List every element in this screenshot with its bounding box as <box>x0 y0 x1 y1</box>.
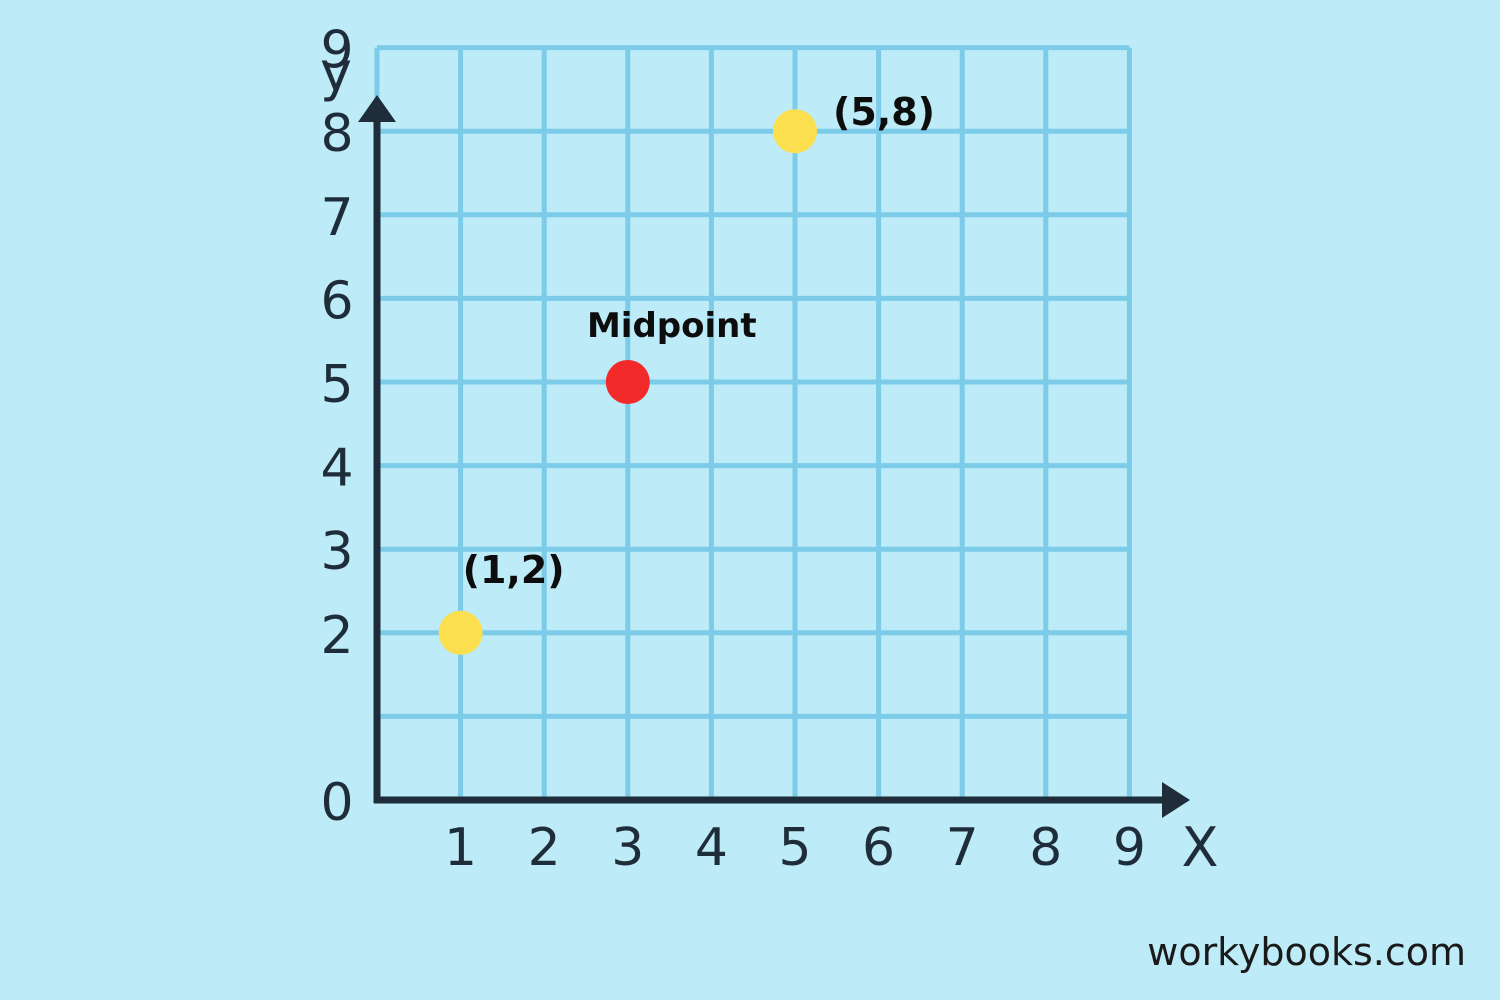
y-tick-label: 4 <box>320 439 353 499</box>
x-axis-label: X <box>1182 816 1219 879</box>
y-tick-label: 6 <box>320 271 353 331</box>
x-tick-label: 4 <box>695 818 728 878</box>
y-tick-label: 0 <box>320 773 353 833</box>
y-axis-label: y <box>320 40 352 103</box>
y-tick-label: 3 <box>320 522 353 582</box>
y-axis-arrowhead <box>358 95 396 122</box>
x-tick-label: 7 <box>946 818 979 878</box>
x-tick-label: 5 <box>778 818 811 878</box>
x-tick-label: 1 <box>444 818 477 878</box>
y-tick-label: 2 <box>320 606 353 666</box>
x-tick-label: 3 <box>611 818 644 878</box>
data-points: (1,2) (5,8) Midpoint <box>438 90 935 655</box>
y-tick-label: 9 <box>320 21 353 81</box>
y-tick-label: 8 <box>320 104 353 164</box>
data-point <box>438 610 483 655</box>
data-point <box>773 109 817 154</box>
x-tick-label: 6 <box>862 818 895 878</box>
data-point <box>605 360 650 404</box>
site-watermark: workybooks.com <box>1147 930 1466 974</box>
midpoint-label: Midpoint <box>587 306 757 346</box>
x-axis-arrowhead <box>1162 782 1190 818</box>
y-tick-label: 5 <box>320 355 353 415</box>
point-label: (5,8) <box>833 90 935 134</box>
axes <box>358 95 1190 818</box>
x-tick-label: 8 <box>1029 818 1062 878</box>
y-tick-label: 7 <box>320 188 353 248</box>
grid <box>374 45 1132 803</box>
x-tick-label: 9 <box>1113 818 1146 878</box>
point-label: (1,2) <box>463 548 565 592</box>
x-tick-label: 2 <box>528 818 561 878</box>
